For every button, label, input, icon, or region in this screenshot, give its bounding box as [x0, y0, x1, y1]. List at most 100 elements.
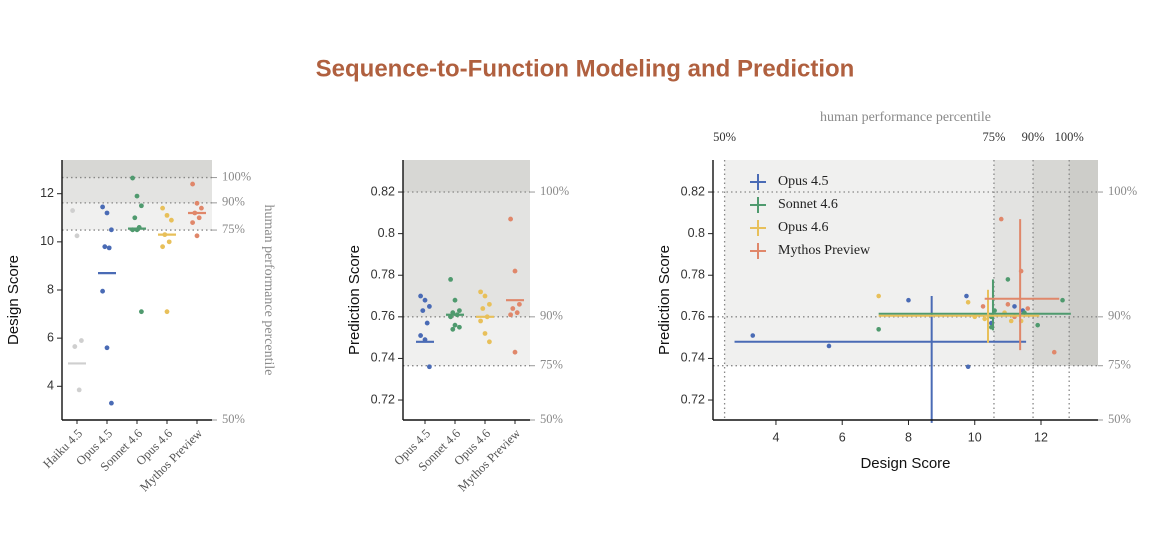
point — [480, 306, 486, 311]
percentile-band — [993, 160, 1098, 366]
y2-tick-label: 50% — [1108, 412, 1131, 426]
point — [422, 297, 428, 303]
x2-tick-label: 90% — [1022, 130, 1045, 144]
legend-label: Mythos Preview — [778, 243, 871, 258]
point — [750, 333, 756, 338]
percentile-band — [403, 160, 530, 317]
point — [72, 344, 78, 349]
point — [482, 331, 488, 336]
x-tick-label: 12 — [1034, 430, 1048, 444]
y-tick-label: 0.72 — [371, 392, 395, 406]
y2-tick-label: 50% — [222, 412, 245, 426]
y-tick-label: 0.78 — [371, 268, 395, 282]
point — [130, 175, 136, 181]
point — [109, 400, 114, 406]
point — [1060, 297, 1065, 303]
point — [1051, 349, 1057, 355]
y2-tick-label: 100% — [540, 184, 569, 198]
point — [164, 212, 170, 218]
point — [70, 208, 75, 213]
y-tick-label: 0.82 — [371, 184, 395, 198]
legend-label: Sonnet 4.6 — [778, 197, 838, 212]
x2-axis-label: human performance percentile — [820, 110, 991, 125]
y2-tick-label: 75% — [540, 358, 563, 372]
y2-tick-label: 90% — [1108, 309, 1131, 323]
point — [980, 304, 986, 309]
point — [457, 308, 462, 313]
point — [132, 215, 138, 221]
point — [160, 244, 166, 250]
point — [104, 345, 110, 351]
x2-tick-label: 50% — [713, 130, 736, 144]
point — [876, 293, 881, 299]
x-tick-label: 4 — [772, 430, 779, 444]
legend-label: Opus 4.5 — [778, 174, 829, 189]
y-tick-label: 0.76 — [681, 309, 705, 323]
point — [199, 205, 204, 211]
y-tick-label: 0.82 — [681, 184, 705, 198]
point — [876, 327, 881, 332]
point — [982, 316, 987, 322]
point — [514, 310, 520, 316]
point — [906, 297, 911, 303]
y2-axis-label: human performance percentile — [261, 204, 276, 375]
y2-tick-label: 100% — [1108, 184, 1137, 198]
point — [482, 293, 488, 299]
y-tick-label: 4 — [47, 379, 54, 393]
point — [1025, 306, 1031, 311]
y2-tick-label: 75% — [222, 222, 245, 236]
point — [100, 288, 105, 294]
point — [487, 301, 492, 307]
point — [512, 349, 518, 355]
point — [826, 343, 832, 349]
y-axis-label: Prediction Score — [656, 245, 673, 355]
point — [1012, 304, 1017, 309]
y-tick-label: 0.78 — [681, 268, 705, 282]
percentile-band — [1069, 160, 1098, 366]
point — [169, 217, 174, 223]
point — [965, 299, 971, 305]
percentile-band — [403, 160, 530, 193]
point — [508, 312, 513, 318]
point — [510, 306, 516, 311]
point — [508, 216, 513, 222]
y-tick-label: 0.74 — [371, 351, 395, 365]
y2-tick-label: 100% — [222, 169, 251, 183]
point — [517, 301, 522, 307]
y-axis-label: Design Score — [5, 255, 22, 345]
point — [139, 309, 144, 315]
point — [448, 276, 453, 282]
y-tick-label: 6 — [47, 330, 54, 344]
point — [194, 233, 200, 239]
y-tick-label: 0.76 — [371, 309, 395, 323]
point — [100, 204, 105, 210]
point — [74, 233, 80, 239]
x-tick-label: 6 — [839, 430, 846, 444]
x2-tick-label: 75% — [983, 130, 1006, 144]
point — [76, 387, 82, 393]
point — [478, 318, 483, 324]
point — [190, 181, 196, 187]
point — [420, 308, 426, 313]
point — [109, 227, 114, 233]
figure-title: Sequence-to-Function Modeling and Predic… — [316, 55, 855, 82]
y-tick-label: 10 — [40, 234, 54, 248]
point — [452, 322, 458, 328]
point — [139, 203, 144, 209]
point — [1005, 302, 1011, 307]
point — [164, 309, 170, 315]
point — [1035, 322, 1040, 328]
point — [190, 220, 196, 225]
point — [1005, 277, 1011, 282]
point — [418, 293, 423, 299]
point — [424, 320, 430, 326]
point — [965, 364, 971, 370]
point — [102, 244, 108, 250]
x2-tick-label: 100% — [1055, 130, 1084, 144]
point — [1008, 318, 1014, 324]
point — [196, 215, 202, 221]
percentile-band — [62, 160, 212, 178]
point — [134, 193, 140, 199]
y-tick-label: 0.74 — [681, 351, 705, 365]
y-tick-label: 0.8 — [688, 226, 705, 240]
